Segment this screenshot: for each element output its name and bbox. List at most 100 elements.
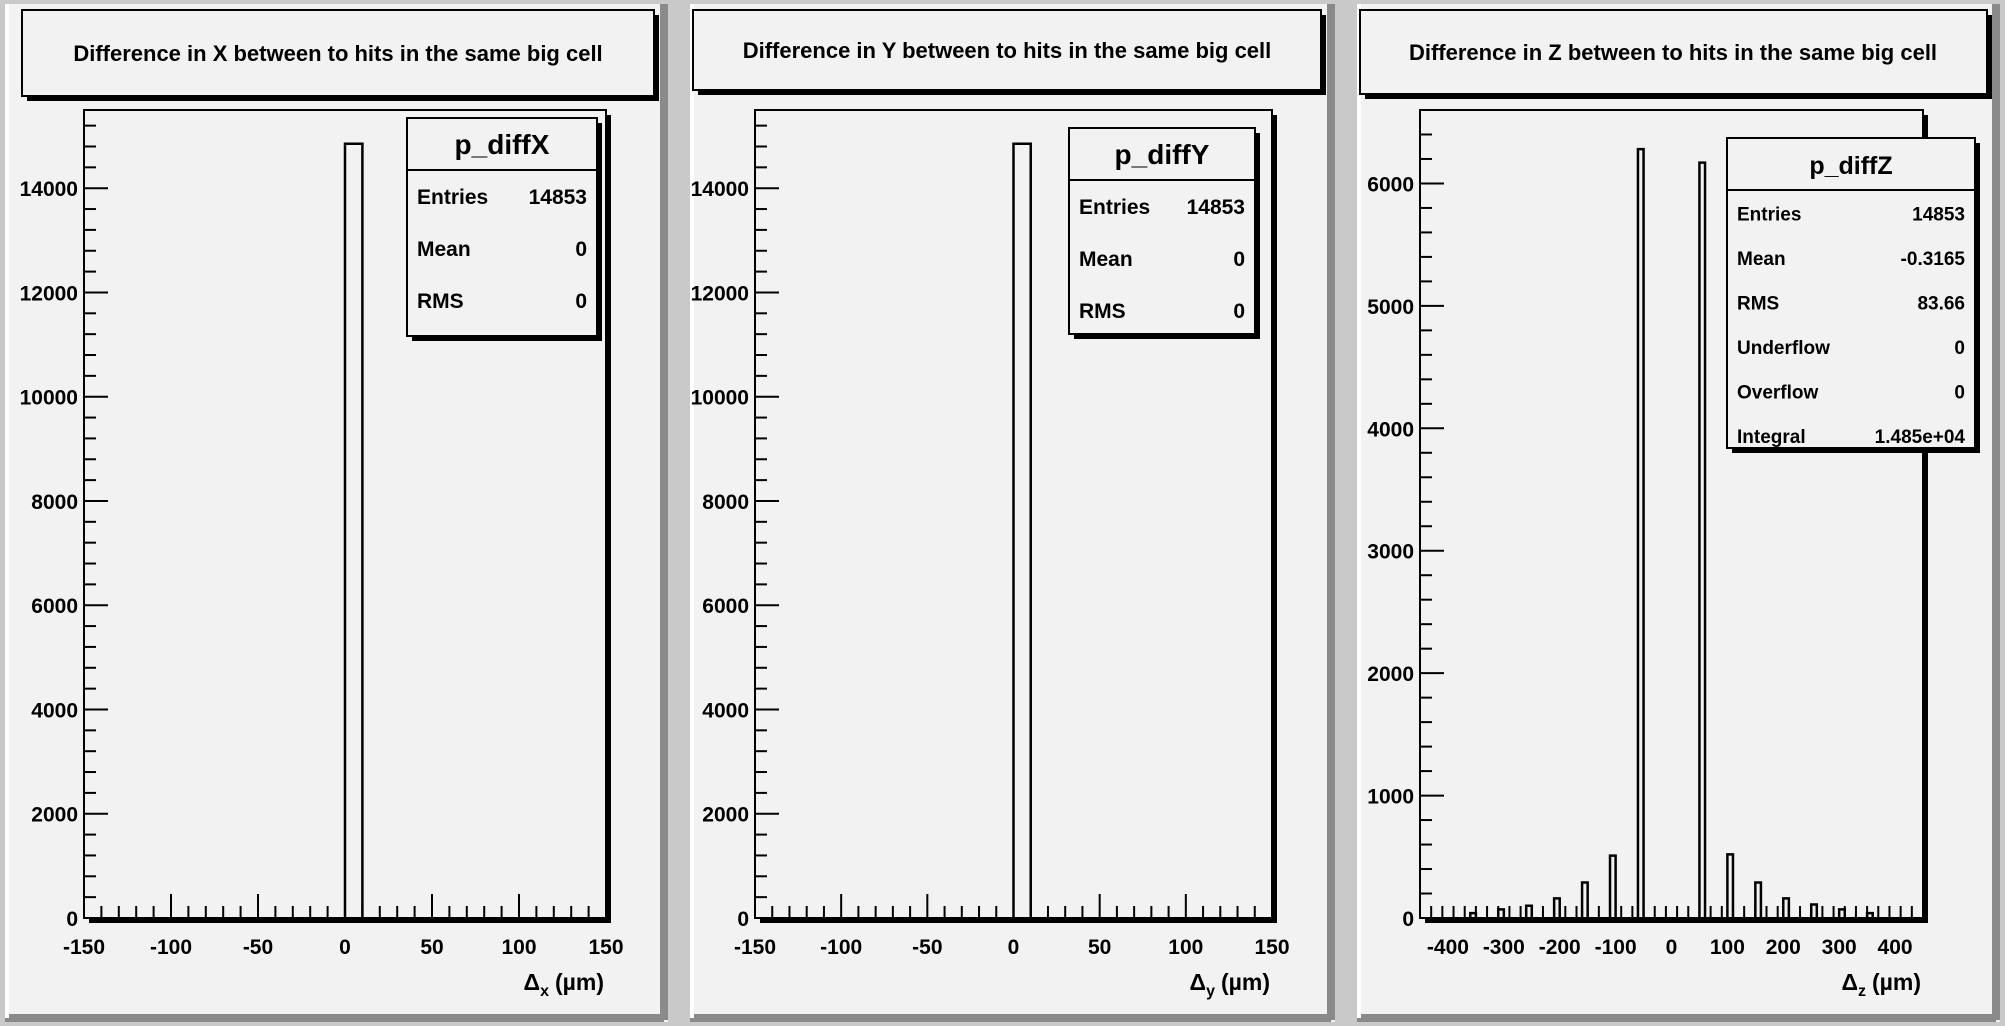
stats-value: 0 [575,290,587,313]
histogram-bin [1809,903,1819,918]
stats-title: p_diffY [1115,139,1210,170]
x-tick-label: 0 [1008,936,1020,959]
x-tick-label: 100 [1710,936,1745,959]
x-tick-label: -100 [820,936,862,959]
histogram-panel-2: Difference in Y between to hits in the s… [691,9,1326,1000]
histogram-bin [1726,853,1735,918]
stats-box [406,117,598,337]
histogram-bin [1469,911,1478,918]
histogram-bin [1698,161,1707,918]
x-tick-label: -300 [1483,936,1525,959]
y-tick-label: 0 [66,908,78,931]
x-tick-label: 50 [1088,936,1111,959]
histogram-bin [1837,908,1847,918]
chart-title: Difference in Z between to hits in the s… [1409,40,1937,65]
x-tick-label: -50 [912,936,942,959]
y-tick-label: 6000 [1367,173,1414,196]
x-axis-label: Δy (µm) [1190,969,1270,1000]
y-tick-label: 12000 [691,282,749,305]
stats-label: Mean [417,238,471,261]
stats-value: 14853 [1912,204,1965,225]
x-tick-label: -100 [150,936,192,959]
x-axis-label: Δx (µm) [524,969,604,1000]
y-tick-label: 12000 [20,282,78,305]
x-tick-label: 0 [339,936,351,959]
x-tick-label: -150 [63,936,105,959]
x-axis-label-unit: (µm) [1872,969,1921,995]
x-tick-label: 0 [1666,936,1678,959]
stats-box [1068,127,1256,335]
title-box [692,9,1322,91]
x-tick-label: 150 [588,936,623,959]
y-tick-label: 6000 [31,595,78,618]
histogram-bin [1580,881,1589,918]
chart-title: Difference in Y between to hits in the s… [743,38,1272,63]
x-axis-label: Δz (µm) [1841,969,1921,1000]
stats-value: 0 [1233,300,1245,323]
stats-label: Entries [1737,204,1801,225]
stats-value: 0 [575,238,587,261]
x-tick-label: -150 [734,936,776,959]
y-tick-label: 4000 [702,699,749,722]
x-tick-label: 300 [1822,936,1857,959]
x-axis-label-subscript: x [540,983,549,1000]
y-tick-label: 6000 [702,595,749,618]
stats-label: Mean [1737,249,1786,270]
stats-value: 0 [1954,382,1965,403]
stats-value: 14853 [529,186,587,209]
x-tick-label: 400 [1878,936,1913,959]
y-tick-label: 8000 [702,491,749,514]
y-tick-label: 4000 [31,699,78,722]
histogram-panel-1: Difference in X between to hits in the s… [20,9,659,1000]
x-tick-label: -100 [1595,936,1637,959]
y-tick-label: 14000 [20,178,78,201]
histogram-bin [1754,881,1763,918]
y-tick-label: 10000 [20,387,78,410]
histogram-panel-3: Difference in Z between to hits in the s… [1359,9,1992,1000]
stats-value: 1.485e+04 [1875,427,1966,448]
stats-value: 14853 [1187,196,1245,219]
y-tick-label: 0 [737,908,749,931]
stats-label: Overflow [1737,382,1819,403]
stats-label: Integral [1737,427,1806,448]
x-tick-label: 100 [501,936,536,959]
histogram-bin [1524,904,1534,918]
stats-value: 0 [1233,248,1245,271]
y-tick-label: 2000 [31,804,78,827]
chart-title: Difference in X between to hits in the s… [73,41,602,66]
x-axis-label-subscript: z [1858,983,1866,1000]
stats-label: Underflow [1737,338,1830,359]
stats-label: RMS [417,290,464,313]
x-tick-label: 200 [1766,936,1801,959]
y-tick-label: 3000 [1367,541,1414,564]
title-box [21,9,655,97]
x-tick-label: -400 [1427,936,1469,959]
x-axis-label-symbol: Δ [1841,969,1858,995]
histogram-bin [1782,897,1791,918]
y-tick-label: 4000 [1367,418,1414,441]
stats-label: Entries [417,186,488,209]
stats-label: RMS [1737,293,1779,314]
histogram-bin [1012,142,1032,918]
stats-label: Entries [1079,196,1150,219]
x-tick-label: 150 [1254,936,1289,959]
stats-label: RMS [1079,300,1126,323]
stats-value: 0 [1954,338,1965,359]
histogram-bin [343,142,364,918]
y-tick-label: 5000 [1367,296,1414,319]
x-tick-label: 50 [420,936,443,959]
x-axis-label-subscript: y [1206,983,1215,1000]
y-tick-label: 14000 [691,178,749,201]
x-axis-label-symbol: Δ [524,969,541,995]
y-tick-label: 2000 [1367,663,1414,686]
histogram-bin [1552,897,1561,918]
stats-value: -0.3165 [1901,249,1966,270]
x-tick-label: -200 [1539,936,1581,959]
stats-title: p_diffX [455,129,550,160]
stats-label: Mean [1079,248,1133,271]
x-axis-label-unit: (µm) [555,969,604,995]
y-tick-label: 10000 [691,387,749,410]
stats-value: 83.66 [1917,293,1965,314]
histogram-bin [1865,911,1874,918]
